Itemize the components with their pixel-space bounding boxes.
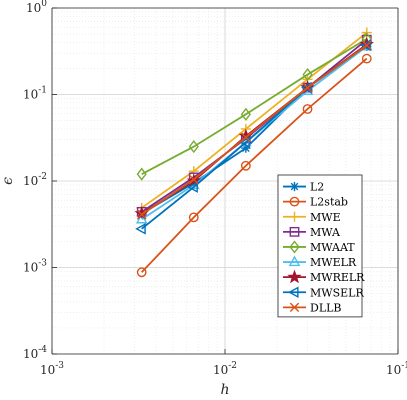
data-point-dllb: [189, 174, 199, 185]
legend-label: MWAAT: [310, 241, 355, 254]
y-axis-label: ϵ: [0, 177, 16, 185]
legend-item-mwelr: MWELR: [283, 255, 357, 269]
series-line-mwaat: [141, 38, 368, 175]
data-point-mwaat: [240, 107, 251, 121]
legend-item-mwe: MWE: [283, 211, 341, 224]
y-tick-label: 10-4: [23, 345, 47, 361]
legend: L2 L2stab MWE MWA MWAAT MWELR MWRELR MWSELR DLLB: [277, 174, 365, 318]
data-point-mwrelr: [359, 36, 374, 51]
data-point-mwaat: [302, 67, 313, 82]
series-line-l2stab: [141, 57, 368, 273]
legend-label: MWE: [310, 211, 341, 224]
legend-marker-mwselr: [288, 286, 299, 299]
x-axis-label: h: [220, 382, 229, 398]
data-point-mwselr: [187, 181, 198, 193]
legend-label: MWSELR: [310, 286, 364, 299]
legend-item-l2: L2: [283, 181, 324, 194]
legend-item-mwrelr: MWRELR: [283, 269, 365, 284]
data-point-l2stab: [302, 104, 313, 114]
legend-item-mwa: MWA: [283, 226, 341, 239]
data-point-l2stab: [361, 53, 372, 64]
legend-item-mwaat: MWAAT: [283, 240, 355, 254]
legend-label: MWELR: [310, 256, 357, 269]
legend-item-mwselr: MWSELR: [283, 286, 364, 299]
data-point-mwaat: [188, 139, 199, 154]
legend-label: MWA: [310, 226, 341, 239]
data-point-mwselr: [301, 81, 312, 94]
legend-label: DLLB: [310, 301, 342, 314]
legend-marker-l2: [289, 181, 300, 192]
data-point-dllb: [362, 40, 372, 51]
legend-marker-mwrelr: [287, 269, 302, 284]
legend-label: MWRELR: [310, 271, 365, 284]
legend-marker-dllb: [289, 302, 300, 313]
y-tick-label: 100: [26, 0, 47, 15]
y-tick-label: 10-2: [23, 172, 47, 188]
data-point-mwselr: [239, 136, 250, 149]
legend-label: L2stab: [310, 196, 348, 209]
data-point-dllb: [302, 82, 313, 93]
legend-marker-l2stab: [289, 196, 300, 207]
data-point-dllb: [137, 209, 147, 220]
series-dllb: [137, 40, 372, 220]
data-point-mwselr: [135, 223, 146, 235]
data-point-l2stab: [240, 160, 251, 171]
x-tick-label: 10-2: [213, 361, 237, 377]
y-tick-label: 10-1: [23, 86, 47, 102]
y-tick-label: 10-3: [23, 259, 47, 275]
legend-item-l2stab: L2stab: [283, 196, 348, 209]
x-tick-label: 10-3: [40, 361, 64, 377]
legend-item-dllb: DLLB: [283, 301, 342, 314]
series-l2stab: [136, 53, 372, 278]
legend-marker-mwelr: [288, 255, 301, 267]
data-point-dllb: [241, 132, 251, 142]
x-tick-label: 10-1: [386, 361, 407, 377]
data-point-mwelr: [135, 212, 148, 224]
legend-marker-mwe: [289, 211, 300, 222]
legend-label: L2: [310, 181, 324, 194]
data-point-mwaat: [136, 167, 147, 181]
legend-marker-mwa: [289, 226, 300, 237]
data-point-mwselr: [360, 39, 371, 52]
data-point-l2stab: [136, 267, 147, 278]
series-layer: [134, 27, 374, 278]
series-mwaat: [136, 32, 372, 181]
data-point-l2stab: [188, 212, 199, 223]
legend-marker-mwaat: [289, 240, 300, 254]
